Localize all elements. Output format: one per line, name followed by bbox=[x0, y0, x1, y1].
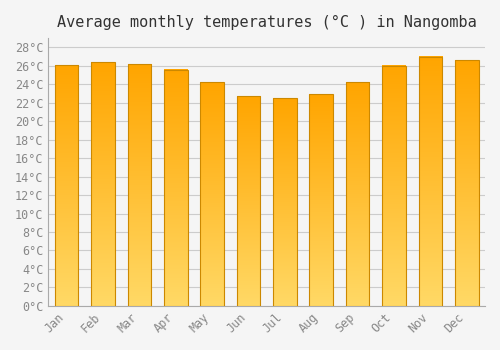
Title: Average monthly temperatures (°C ) in Nangomba: Average monthly temperatures (°C ) in Na… bbox=[57, 15, 476, 30]
Bar bbox=[346, 83, 370, 306]
Bar bbox=[382, 66, 406, 306]
Bar bbox=[382, 66, 406, 306]
Bar bbox=[91, 62, 115, 306]
Bar bbox=[200, 83, 224, 306]
Bar bbox=[236, 96, 260, 306]
Bar bbox=[310, 94, 333, 306]
Bar bbox=[128, 64, 151, 306]
Bar bbox=[418, 57, 442, 306]
Bar bbox=[310, 94, 333, 306]
Bar bbox=[273, 98, 296, 306]
Bar bbox=[54, 65, 78, 306]
Bar bbox=[91, 62, 115, 306]
Bar bbox=[346, 83, 370, 306]
Bar bbox=[54, 65, 78, 306]
Bar bbox=[128, 64, 151, 306]
Bar bbox=[418, 57, 442, 306]
Bar bbox=[164, 70, 188, 306]
Bar bbox=[273, 98, 296, 306]
Bar bbox=[455, 60, 478, 306]
Bar bbox=[236, 96, 260, 306]
Bar bbox=[164, 70, 188, 306]
Bar bbox=[200, 83, 224, 306]
Bar bbox=[455, 60, 478, 306]
